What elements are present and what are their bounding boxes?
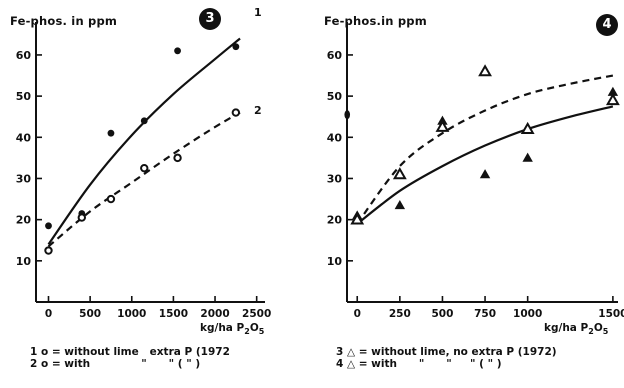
y-tick-label: 10	[327, 255, 343, 268]
data-point-1-2	[107, 129, 115, 137]
y-tick-label: 10	[16, 255, 32, 268]
data-point-2-3	[140, 163, 149, 173]
y-tick-label: 60	[327, 49, 343, 62]
legend-entry-1: 1 o = without lime extra P (1972	[30, 346, 230, 358]
y-axis-label-right: Fe-phos.in ppm	[324, 14, 427, 28]
series-2-curve	[47, 111, 241, 248]
data-point-2-5	[231, 108, 241, 117]
data-point-outlier	[344, 110, 351, 120]
y-tick-label: 40	[16, 131, 32, 144]
y-axis-label-left: Fe-phos. in ppm	[10, 14, 118, 28]
chart-panel-4: 10 20 30 40 50 60 0 250 500 750 1000 1500	[327, 22, 624, 320]
x-tick-label: 1000	[117, 308, 146, 320]
data-point-4-2	[435, 119, 450, 132]
x-tick-label: 750	[474, 308, 496, 320]
x-axis-label-right: kg/ha P2O5	[544, 322, 609, 337]
x-axis-label-left: kg/ha P2O5	[200, 322, 265, 337]
data-point-1-4	[174, 47, 181, 55]
legend-entry-3: 3 △ = without lime, no extra P (1972)	[336, 346, 557, 358]
x-tick-label: 500	[431, 308, 453, 320]
x-tick-label: 1500	[598, 308, 624, 320]
data-point-4-4	[520, 121, 535, 134]
data-point-2-4	[173, 153, 182, 163]
x-tick-label: 0	[354, 308, 361, 320]
panel-number-badge-left: 3	[199, 8, 221, 30]
y-tick-label: 20	[327, 214, 343, 227]
y-tick-label: 30	[16, 172, 32, 185]
y-tick-label: 20	[16, 214, 32, 227]
series-4-curve	[356, 74, 614, 225]
legend-right: 3 △ = without lime, no extra P (1972) 4 △…	[336, 346, 557, 370]
x-tick-label: 500	[79, 308, 101, 320]
data-point-4-3	[478, 64, 492, 77]
data-point-1-3	[140, 117, 148, 125]
data-point-3-4	[522, 152, 533, 162]
y-tick-label: 60	[16, 49, 32, 62]
panel-number-badge-right: 4	[596, 14, 618, 36]
y-tick-label: 40	[327, 131, 343, 144]
y-tick-label: 50	[327, 90, 343, 103]
series-1-curve	[47, 37, 241, 245]
data-point-2-1	[77, 213, 87, 222]
curve-label-2: 2	[254, 104, 262, 117]
data-point-1-5	[232, 43, 240, 51]
x-tick-label: 1000	[513, 308, 542, 320]
curve-label-1: 1	[254, 6, 262, 19]
data-point-4-0	[350, 212, 365, 225]
data-point-3-1	[394, 200, 406, 210]
x-tick-label: 1500	[159, 308, 188, 320]
data-point-3-5	[607, 86, 619, 96]
legend-entry-2: 2 o = with " " ( " )	[30, 358, 201, 370]
x-tick-label: 0	[45, 308, 52, 320]
x-tick-label: 2000	[200, 308, 229, 320]
data-point-2-0	[44, 246, 53, 255]
data-point-1-0	[45, 222, 52, 230]
legend-left: 1 o = without lime extra P (1972 2 o = wi…	[30, 346, 230, 370]
data-point-3-3	[479, 169, 491, 179]
data-point-4-5	[605, 93, 620, 106]
x-tick-label: 2500	[242, 308, 271, 320]
x-tick-label: 250	[389, 308, 411, 320]
y-tick-label: 50	[16, 90, 32, 103]
data-point-4-1	[392, 167, 407, 180]
legend-entry-4: 4 △ = with " " " ( " )	[336, 358, 502, 370]
series-3-curve	[356, 105, 614, 225]
data-point-2-2	[106, 194, 116, 204]
chart-panel-3: 10 20 30 40 50 60 0 500 1000 1500 2000 2500	[16, 22, 271, 320]
y-tick-label: 30	[327, 172, 343, 185]
